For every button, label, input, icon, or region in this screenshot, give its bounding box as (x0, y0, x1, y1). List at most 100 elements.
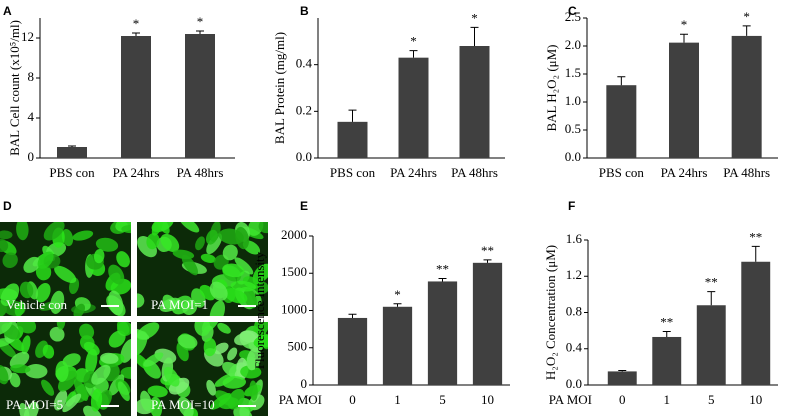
cell (23, 256, 41, 273)
cell (62, 393, 82, 413)
cell (235, 226, 250, 250)
micrograph: PA MOI=5 (0, 322, 131, 416)
cell (116, 322, 130, 335)
y-tick-label: 0.2 (296, 102, 312, 117)
significance: * (133, 16, 140, 31)
cell (2, 252, 18, 269)
cell (177, 334, 198, 349)
cell (224, 288, 248, 304)
x-tick-label: 0 (619, 392, 626, 407)
panel-label: B (300, 4, 309, 18)
cell (79, 323, 95, 340)
bar (696, 305, 726, 385)
x-tick-label: 10 (749, 392, 762, 407)
error-bar (196, 30, 204, 34)
cell (72, 230, 94, 241)
cell (195, 236, 205, 251)
panel-label: F (568, 199, 575, 213)
y-tick-label: 1.6 (566, 231, 583, 246)
error-bar (438, 277, 447, 282)
cell (120, 338, 131, 363)
y-tick-label: 1000 (281, 301, 307, 316)
cell (50, 290, 65, 314)
cell (249, 380, 258, 401)
bar (459, 46, 490, 158)
cell (35, 282, 51, 303)
y-axis-label: BAL Cell count (x10⁵/ml) (7, 20, 22, 156)
y-tick-label: 4 (28, 109, 35, 124)
bar (669, 42, 699, 158)
cell (10, 364, 31, 374)
y-tick-label: 2000 (281, 227, 307, 242)
y-tick-label: 0.4 (296, 56, 313, 71)
cell (137, 328, 150, 340)
cell (146, 232, 160, 250)
bar (337, 317, 368, 385)
significance: ** (436, 261, 449, 276)
x-tick-label: PA 48hrs (723, 165, 770, 180)
y-tick-label: 0.0 (565, 149, 581, 164)
y-axis-label: Fluorescence Intensity (252, 251, 267, 369)
y-tick-label: 2.5 (565, 9, 581, 24)
micrograph: PA MOI=1 (137, 222, 268, 316)
y-tick-label: 500 (288, 339, 308, 354)
cell (143, 352, 164, 367)
cell (209, 281, 228, 301)
x-tick-label: 5 (439, 392, 446, 407)
cell (95, 237, 119, 252)
cell (19, 402, 30, 416)
panel-label: E (300, 199, 308, 213)
cell (222, 376, 247, 389)
x-tick-label: PA 48hrs (177, 165, 224, 180)
error-bar (409, 50, 418, 58)
image-label: PA MOI=1 (151, 297, 208, 312)
x-tick-label: PBS con (599, 165, 645, 180)
cell (182, 299, 198, 316)
x-tick-label: 0 (349, 392, 356, 407)
y-tick-label: 0 (28, 149, 35, 164)
cell (247, 222, 264, 236)
bar (606, 85, 637, 158)
error-bar (483, 259, 492, 263)
error-bar (707, 291, 716, 306)
cell (243, 288, 257, 309)
cell (24, 364, 48, 379)
panel-label: D (3, 199, 12, 213)
cell (178, 222, 200, 233)
cell (194, 322, 211, 337)
cell (16, 322, 37, 334)
cell (90, 388, 103, 412)
bar (472, 262, 503, 385)
cell (240, 365, 262, 379)
cell (206, 233, 223, 255)
cell (160, 233, 180, 253)
significance: * (410, 34, 417, 49)
error-bar (68, 145, 76, 147)
cell (0, 230, 13, 240)
cell (233, 406, 253, 416)
y-tick-label: 1.0 (565, 93, 581, 108)
cell (116, 251, 130, 268)
micrograph: Vehicle con (0, 222, 131, 316)
error-bar (132, 32, 140, 36)
cell (55, 360, 69, 382)
cell (246, 347, 262, 371)
bar (185, 34, 215, 158)
cell (108, 330, 126, 348)
cell (16, 222, 29, 241)
cell (108, 290, 124, 316)
error-bar (393, 303, 402, 307)
cell (37, 251, 54, 269)
bar (607, 371, 637, 385)
cell (151, 222, 163, 236)
y-tick-label: 1.5 (565, 65, 581, 80)
panel-label: C (568, 4, 577, 18)
cell (23, 401, 39, 416)
error-bar (618, 370, 627, 372)
cells (0, 322, 131, 416)
cell (0, 283, 20, 306)
cell (56, 322, 66, 330)
significance: ** (705, 275, 718, 290)
y-tick-label: 0.0 (566, 376, 582, 391)
cell (49, 326, 65, 342)
